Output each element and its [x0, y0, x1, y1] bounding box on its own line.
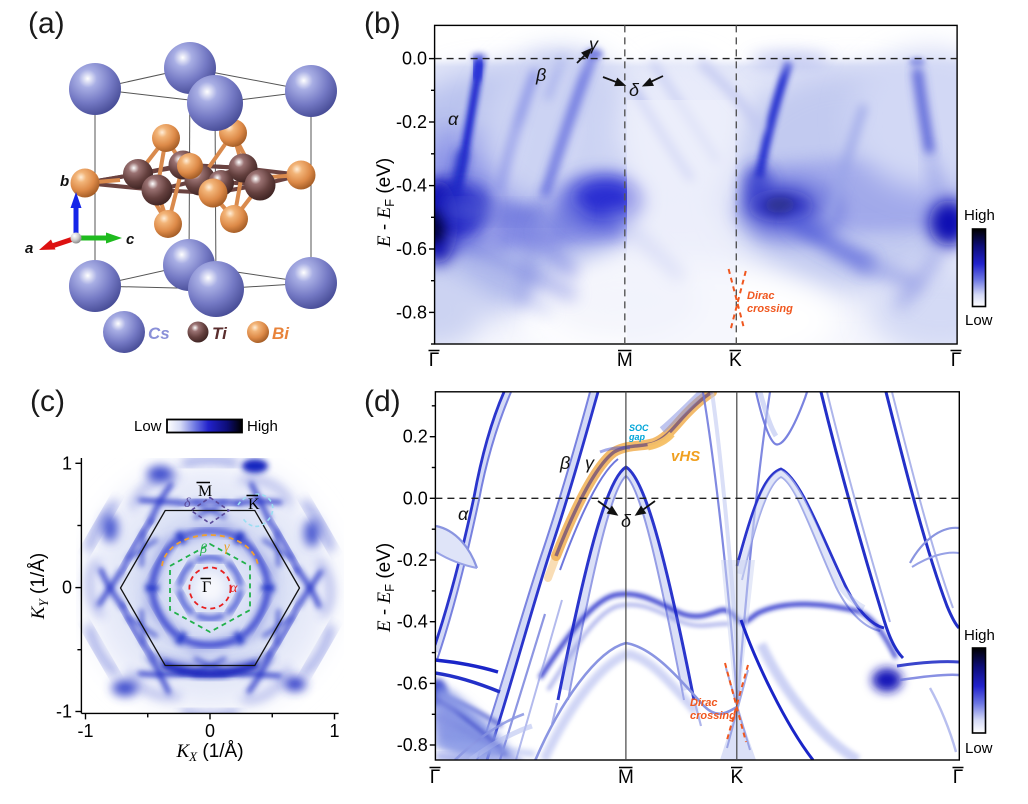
svg-text:crossing: crossing — [747, 303, 793, 315]
svg-text:Dirac: Dirac — [747, 290, 775, 302]
svg-text:β: β — [199, 542, 207, 557]
svg-text:Γ: Γ — [430, 767, 440, 788]
svg-text:Γ: Γ — [202, 579, 211, 596]
svg-text:-0.2: -0.2 — [396, 112, 427, 132]
svg-text:SOC: SOC — [629, 423, 649, 433]
svg-text:-1: -1 — [77, 721, 93, 741]
svg-text:-1: -1 — [56, 702, 72, 722]
svg-text:Low: Low — [965, 740, 993, 757]
svg-text:(c): (c) — [30, 385, 65, 418]
svg-text:0: 0 — [62, 578, 72, 598]
svg-text:High: High — [964, 627, 995, 644]
svg-text:KY (1/Å): KY (1/Å) — [28, 553, 51, 620]
svg-text:1: 1 — [329, 721, 339, 741]
svg-text:c: c — [126, 231, 135, 248]
svg-text:Γ: Γ — [429, 350, 439, 371]
svg-text:-0.6: -0.6 — [397, 673, 428, 693]
svg-text:(b): (b) — [364, 7, 401, 40]
svg-text:Low: Low — [965, 312, 993, 329]
svg-text:Dirac: Dirac — [690, 697, 718, 709]
svg-text:-0.2: -0.2 — [397, 550, 428, 570]
svg-text:-0.4: -0.4 — [396, 176, 427, 196]
svg-text:crossing: crossing — [690, 710, 736, 722]
svg-text:γ: γ — [585, 453, 595, 473]
svg-text:Low: Low — [134, 418, 162, 435]
svg-text:M: M — [617, 350, 633, 371]
svg-text:0.2: 0.2 — [403, 427, 428, 447]
svg-text:-0.6: -0.6 — [396, 239, 427, 259]
svg-text:High: High — [247, 418, 278, 435]
svg-text:Bi: Bi — [272, 324, 290, 343]
svg-text:(a): (a) — [28, 7, 65, 40]
svg-text:K: K — [730, 767, 743, 788]
svg-text:Cs: Cs — [148, 324, 170, 343]
svg-text:E - EF (eV): E - EF (eV) — [374, 158, 397, 248]
svg-text:a: a — [25, 240, 33, 257]
svg-text:β: β — [559, 453, 570, 473]
svg-text:-0.8: -0.8 — [396, 302, 427, 322]
svg-text:KX (1/Å): KX (1/Å) — [175, 741, 243, 764]
svg-text:δ: δ — [184, 496, 191, 511]
svg-text:Γ: Γ — [951, 350, 961, 371]
svg-text:1: 1 — [62, 453, 72, 473]
svg-text:K: K — [729, 350, 742, 371]
svg-text:gap: gap — [628, 432, 646, 442]
svg-text:M: M — [198, 483, 212, 500]
svg-text:M: M — [618, 767, 634, 788]
svg-text:γ: γ — [224, 540, 230, 555]
svg-text:(d): (d) — [364, 385, 401, 418]
svg-text:K: K — [248, 496, 260, 513]
svg-text:γ: γ — [589, 34, 599, 54]
svg-text:vHS: vHS — [671, 448, 700, 465]
svg-text:Γ: Γ — [953, 767, 963, 788]
svg-text:α: α — [448, 109, 459, 129]
svg-text:α: α — [458, 504, 469, 524]
svg-text:E - EF (eV): E - EF (eV) — [374, 543, 397, 633]
svg-text:b: b — [60, 173, 69, 190]
svg-text:0.0: 0.0 — [403, 488, 428, 508]
svg-text:β: β — [535, 65, 546, 85]
svg-text:α: α — [230, 581, 238, 596]
svg-text:0.0: 0.0 — [402, 49, 427, 69]
svg-text:δ: δ — [621, 511, 632, 531]
svg-text:-0.8: -0.8 — [397, 735, 428, 755]
svg-text:0: 0 — [205, 721, 215, 741]
svg-text:High: High — [964, 207, 995, 224]
svg-text:Ti: Ti — [212, 324, 228, 343]
svg-text:δ: δ — [629, 80, 640, 100]
svg-text:-0.4: -0.4 — [397, 612, 428, 632]
